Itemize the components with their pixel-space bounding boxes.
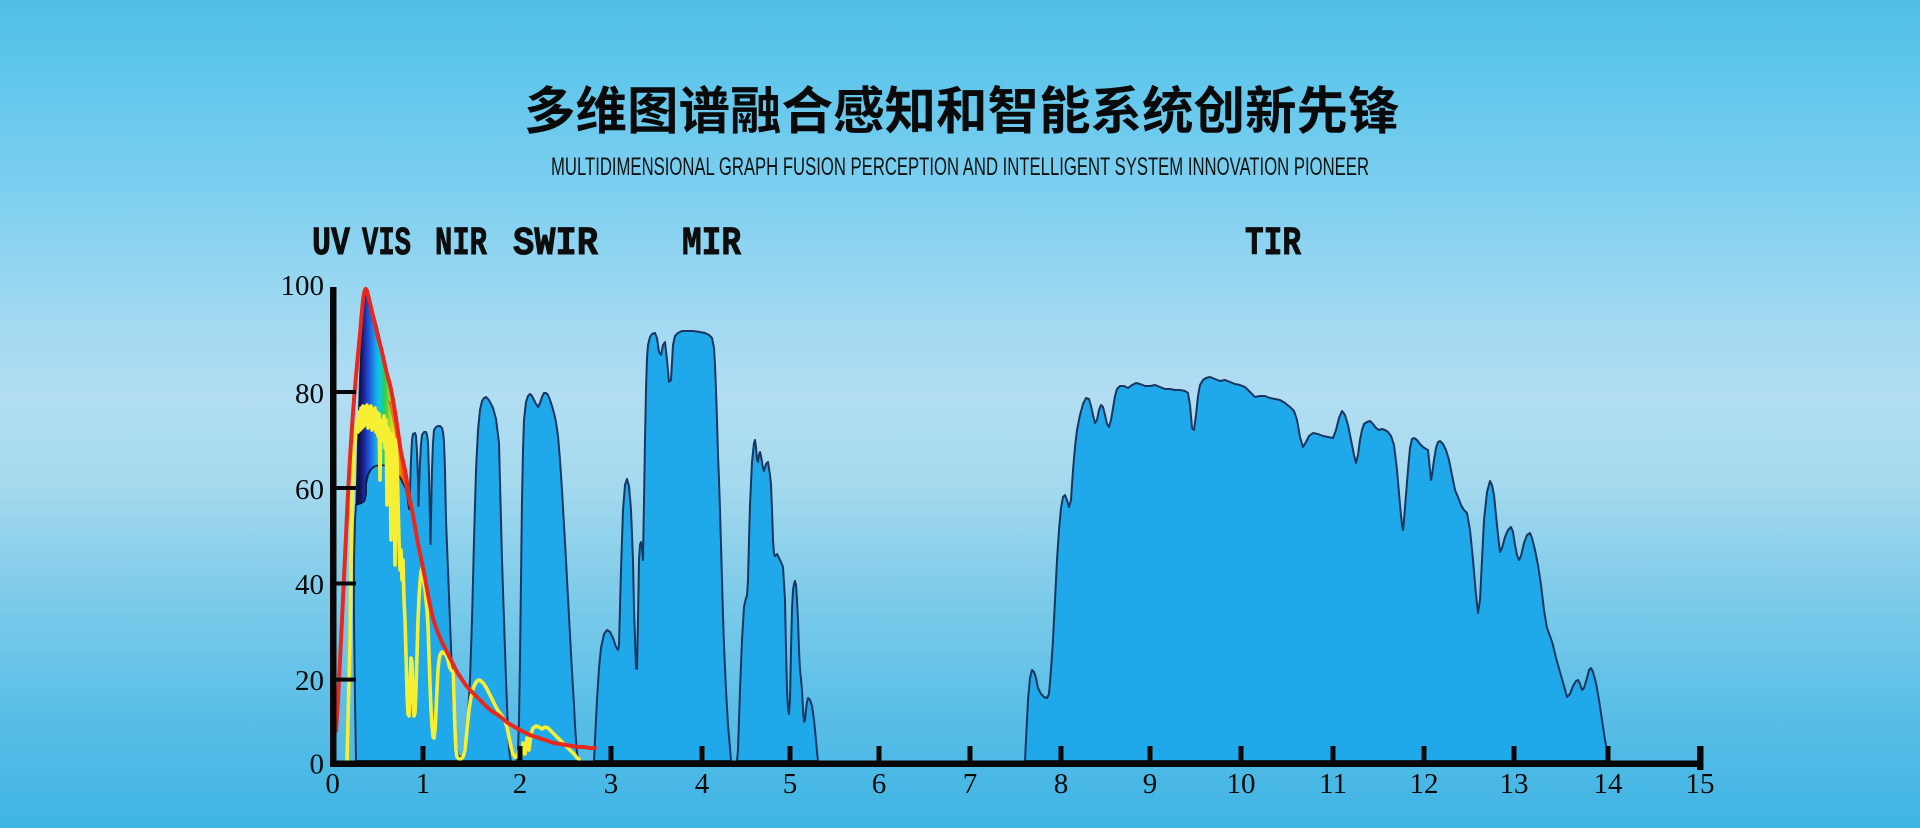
svg-text:9: 9 xyxy=(1143,768,1158,800)
svg-text:11: 11 xyxy=(1319,768,1347,800)
svg-text:MIR: MIR xyxy=(682,222,741,267)
svg-text:1: 1 xyxy=(416,768,431,800)
svg-text:14: 14 xyxy=(1594,768,1624,800)
svg-text:3: 3 xyxy=(604,768,619,800)
svg-text:7: 7 xyxy=(963,768,978,800)
svg-text:5: 5 xyxy=(783,768,798,800)
svg-text:100: 100 xyxy=(281,270,325,302)
svg-text:6: 6 xyxy=(872,768,887,800)
svg-text:40: 40 xyxy=(295,569,324,601)
svg-text:10: 10 xyxy=(1227,768,1256,800)
svg-text:13: 13 xyxy=(1500,768,1529,800)
svg-text:TIR: TIR xyxy=(1245,222,1301,267)
svg-text:60: 60 xyxy=(295,474,324,506)
svg-text:0: 0 xyxy=(325,768,340,800)
svg-text:4: 4 xyxy=(695,768,710,800)
svg-text:8: 8 xyxy=(1054,768,1069,800)
svg-text:0: 0 xyxy=(310,749,325,781)
svg-text:12: 12 xyxy=(1410,768,1439,800)
svg-text:MULTIDIMENSIONAL GRAPH FUSION: MULTIDIMENSIONAL GRAPH FUSION PERCEPTION… xyxy=(551,153,1369,181)
svg-text:15: 15 xyxy=(1686,768,1715,800)
svg-text:VIS: VIS xyxy=(362,222,411,267)
svg-text:SWIR: SWIR xyxy=(513,222,598,267)
svg-text:NIR: NIR xyxy=(435,222,487,267)
svg-text:2: 2 xyxy=(513,768,528,800)
svg-text:20: 20 xyxy=(295,665,324,697)
svg-text:UV: UV xyxy=(312,222,350,267)
svg-text:80: 80 xyxy=(295,378,324,410)
